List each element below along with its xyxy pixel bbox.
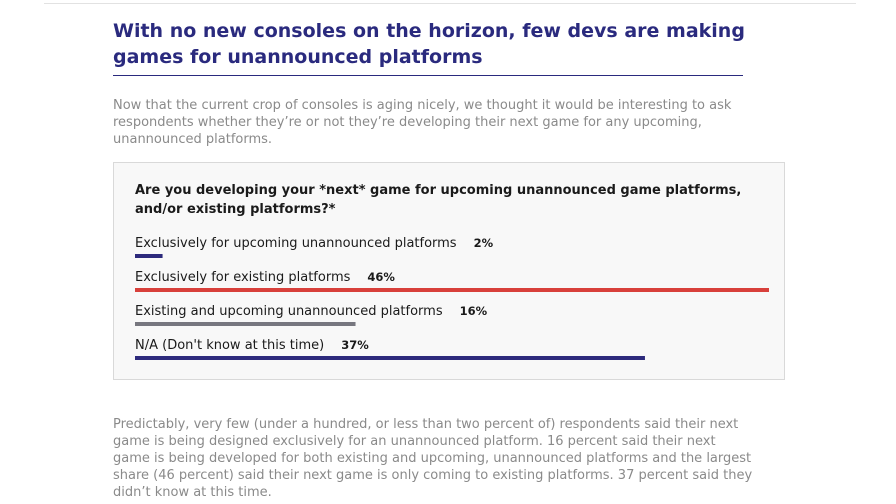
intro-paragraph: Now that the current crop of consoles is…	[113, 98, 732, 147]
bar-4	[135, 356, 645, 360]
bar-label-2: Exclusively for existing platforms	[135, 270, 351, 285]
bar-label-4: N/A (Don't know at this time)	[135, 338, 324, 353]
outro-paragraph: Predictably, very few (under a hundred, …	[113, 417, 753, 500]
bar-3	[135, 322, 356, 326]
chart-title: Are you developing your *next* game for …	[135, 183, 742, 217]
bar-2	[135, 288, 769, 292]
bar-1	[135, 254, 163, 258]
bar-value-label-3: 16%	[460, 304, 488, 318]
chart-panel	[113, 162, 785, 380]
article-headline: With no new consoles on the horizon, few…	[113, 20, 745, 68]
bar-value-label-4: 37%	[341, 338, 369, 352]
bar-value-label-2: 46%	[367, 270, 395, 284]
bar-label-1: Exclusively for upcoming unannounced pla…	[135, 236, 457, 251]
bar-label-3: Existing and upcoming unannounced platfo…	[135, 304, 443, 319]
bar-value-label-1: 2%	[474, 236, 494, 250]
headline-underline	[113, 75, 743, 76]
top-divider	[44, 3, 856, 4]
